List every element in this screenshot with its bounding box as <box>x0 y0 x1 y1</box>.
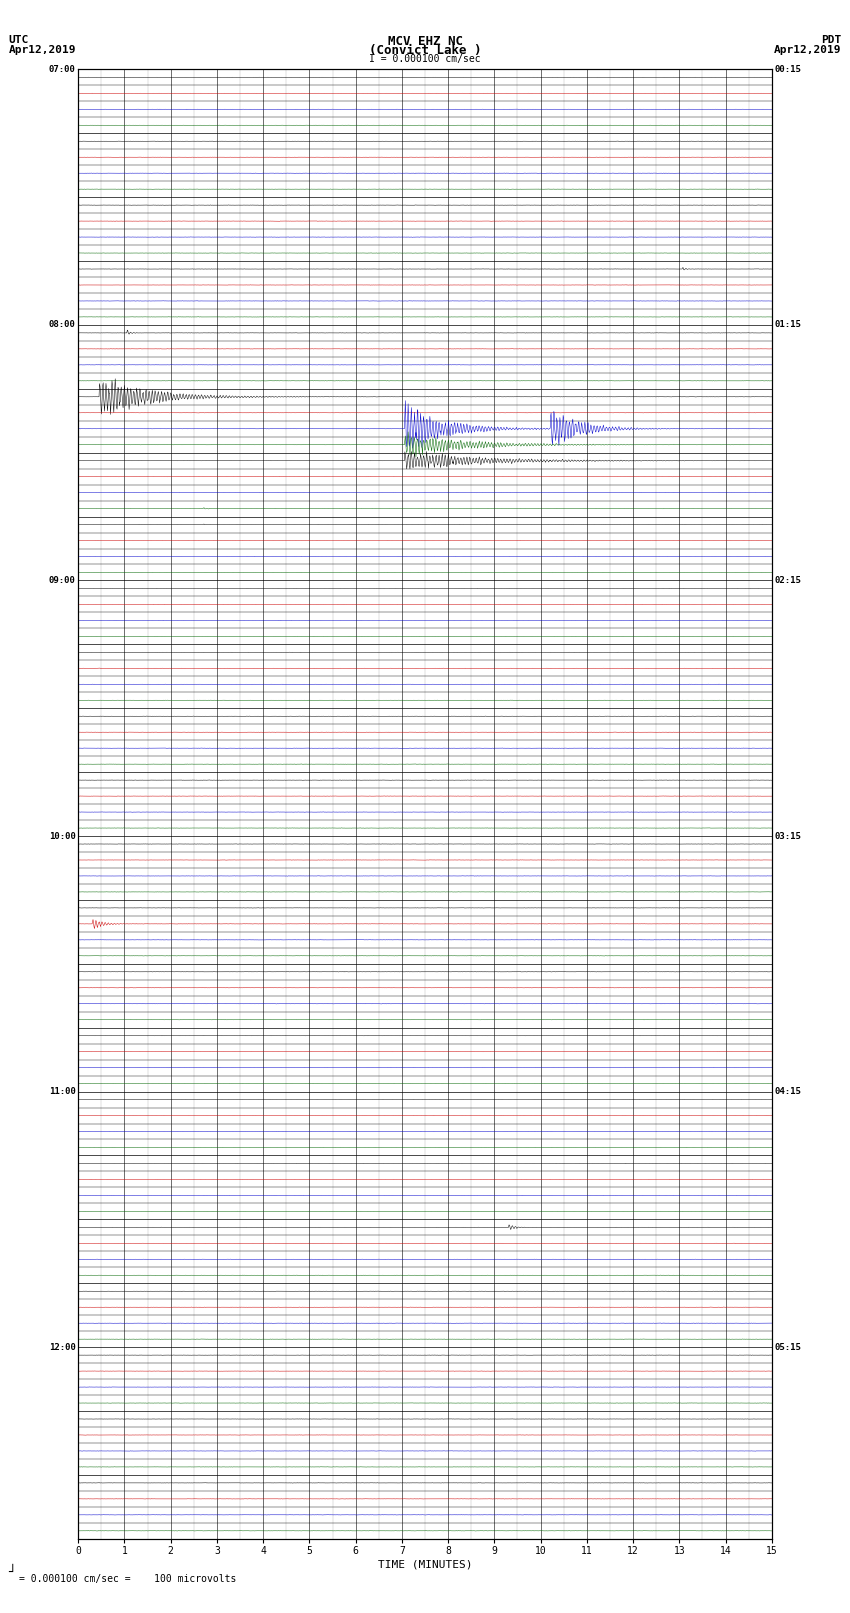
Text: 11:00: 11:00 <box>48 1087 76 1097</box>
Text: Apr12,2019: Apr12,2019 <box>8 45 76 55</box>
Text: ┘: ┘ <box>8 1566 16 1579</box>
Text: 10:00: 10:00 <box>48 832 76 840</box>
Text: 04:15: 04:15 <box>774 1087 802 1097</box>
Text: MCV EHZ NC: MCV EHZ NC <box>388 35 462 48</box>
Text: 12:00: 12:00 <box>48 1342 76 1352</box>
Text: PDT: PDT <box>821 35 842 45</box>
Text: 03:15: 03:15 <box>774 832 802 840</box>
Text: 00:15: 00:15 <box>774 65 802 74</box>
Text: (Convict Lake ): (Convict Lake ) <box>369 44 481 58</box>
Text: 08:00: 08:00 <box>48 321 76 329</box>
Text: Apr12,2019: Apr12,2019 <box>774 45 842 55</box>
Text: 02:15: 02:15 <box>774 576 802 586</box>
Text: 01:15: 01:15 <box>774 321 802 329</box>
Text: 07:00: 07:00 <box>48 65 76 74</box>
X-axis label: TIME (MINUTES): TIME (MINUTES) <box>377 1560 473 1569</box>
Text: I = 0.000100 cm/sec: I = 0.000100 cm/sec <box>369 53 481 65</box>
Text: 05:15: 05:15 <box>774 1342 802 1352</box>
Text: 09:00: 09:00 <box>48 576 76 586</box>
Text: UTC: UTC <box>8 35 29 45</box>
Text: = 0.000100 cm/sec =    100 microvolts: = 0.000100 cm/sec = 100 microvolts <box>19 1574 236 1584</box>
